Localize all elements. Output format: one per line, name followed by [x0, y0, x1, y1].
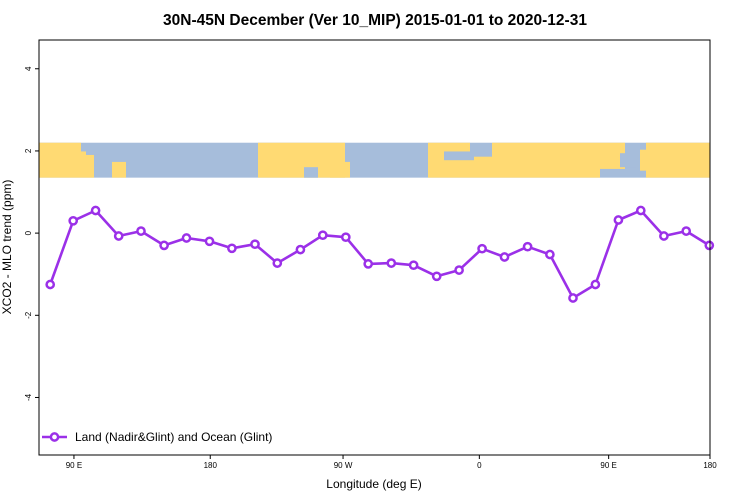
- data-point: [431, 271, 442, 282]
- series-line: [48, 209, 710, 300]
- x-tick-label: 90 W: [334, 461, 353, 470]
- data-point: [295, 244, 306, 255]
- data-point: [681, 226, 692, 236]
- y-axis-label: XCO2 - MLO trend (ppm): [0, 180, 14, 315]
- x-axis-label: Longitude (deg E): [326, 477, 421, 491]
- sea-area: [304, 167, 318, 178]
- data-point: [522, 241, 533, 252]
- data-point: [45, 279, 56, 290]
- land-mass: [428, 142, 470, 178]
- y-axis: 4 2 0 -2 -4: [24, 66, 39, 401]
- data-point: [90, 205, 101, 216]
- data-point: [477, 243, 487, 254]
- sea-area: [86, 146, 100, 155]
- y-tick-label: 2: [24, 148, 33, 153]
- data-point: [635, 205, 646, 216]
- chart-title: 30N-45N December (Ver 10_MIP) 2015-01-01…: [163, 12, 587, 29]
- land-mass: [39, 142, 81, 178]
- x-tick-label: 90 E: [600, 461, 616, 470]
- land-mass: [81, 151, 94, 178]
- data-point: [136, 226, 146, 236]
- data-point: [272, 258, 283, 268]
- data-point: [545, 249, 555, 260]
- data-point: [363, 259, 374, 269]
- x-tick-label: 0: [477, 461, 482, 470]
- data-point: [568, 293, 578, 303]
- legend-label: Land (Nadir&Glint) and Ocean (Glint): [75, 430, 272, 444]
- legend-marker: [49, 432, 60, 442]
- y-tick-label: 0: [24, 230, 33, 235]
- data-point: [454, 265, 464, 275]
- y-tick-label: -2: [24, 311, 33, 319]
- data-point: [204, 236, 215, 247]
- data-point: [499, 252, 510, 262]
- data-point: [659, 231, 669, 241]
- data-point: [227, 243, 237, 254]
- data-point: [386, 258, 397, 268]
- data-point: [590, 279, 601, 290]
- data-point: [159, 240, 169, 251]
- data-point: [408, 260, 419, 271]
- land-mass: [646, 142, 710, 178]
- legend: Land (Nadir&Glint) and Ocean (Glint): [42, 430, 272, 444]
- data-point: [317, 230, 328, 241]
- land-mass: [330, 161, 350, 178]
- data-point: [340, 232, 351, 243]
- data-point: [113, 231, 124, 241]
- map-strip: [39, 142, 710, 178]
- y-tick-label: 4: [24, 66, 33, 71]
- x-tick-label: 180: [204, 461, 218, 470]
- land-mass: [470, 156, 492, 178]
- data-point: [704, 240, 715, 251]
- y-tick-label: -4: [24, 393, 33, 401]
- data-point: [68, 215, 79, 226]
- data-point: [181, 233, 192, 243]
- plot-frame: [38, 39, 711, 456]
- sea-area: [620, 153, 636, 168]
- data-point: [613, 215, 624, 225]
- sea-area: [444, 151, 474, 161]
- land-mass: [640, 149, 646, 171]
- land-mass: [112, 161, 126, 178]
- data-point: [250, 239, 260, 250]
- x-tick-label: 180: [703, 461, 717, 470]
- land-mass: [492, 142, 600, 178]
- x-axis: 90 E 180 90 W 0 90 E 180: [66, 455, 717, 470]
- series-layer: [45, 205, 715, 303]
- x-tick-label: 90 E: [66, 461, 82, 470]
- map-land: [39, 142, 710, 178]
